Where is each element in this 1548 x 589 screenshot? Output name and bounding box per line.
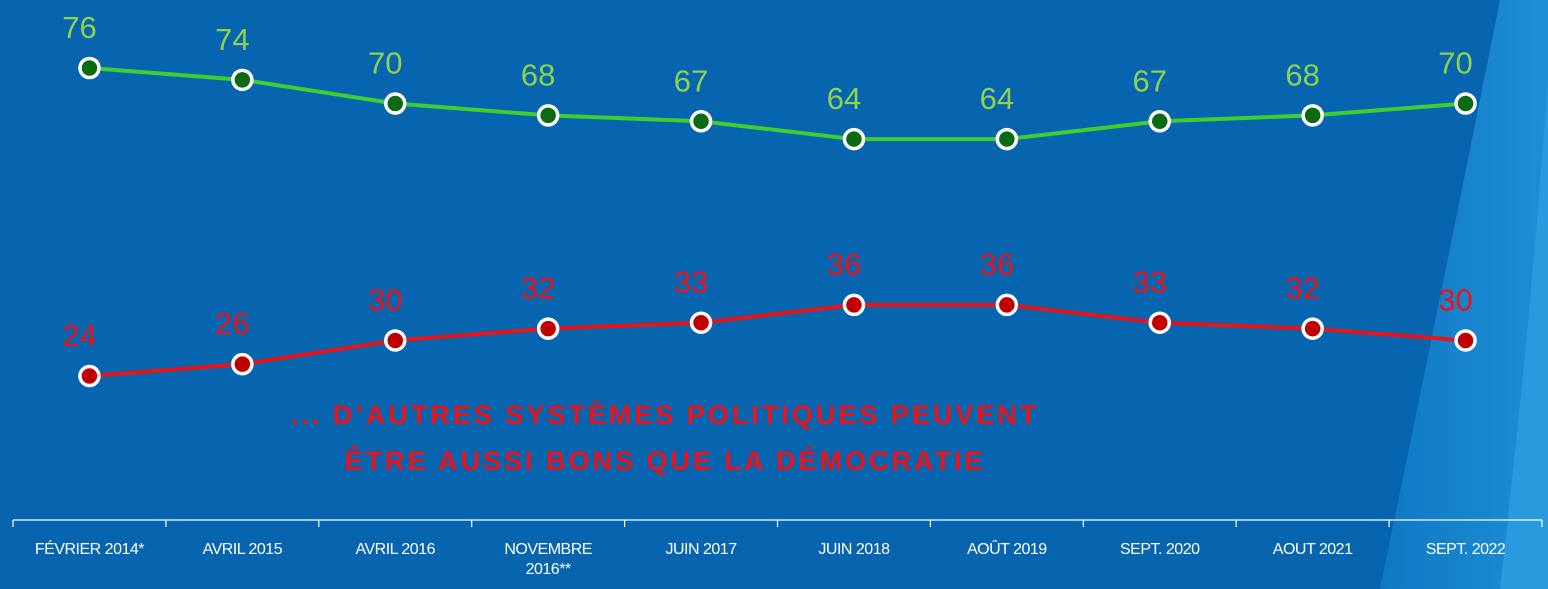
data-point xyxy=(1148,110,1171,133)
data-label: 67 xyxy=(1133,63,1167,98)
data-label: 26 xyxy=(215,306,249,341)
x-tick-label: AVRIL 2016 xyxy=(355,541,436,558)
data-point xyxy=(995,127,1019,151)
data-label: 76 xyxy=(62,10,96,45)
data-point xyxy=(1454,92,1477,115)
background-swoosh xyxy=(1500,80,1548,589)
data-point xyxy=(1454,329,1477,352)
data-label: 36 xyxy=(827,247,861,282)
data-label: 36 xyxy=(980,247,1014,282)
data-point xyxy=(842,293,866,317)
data-point xyxy=(1301,104,1324,127)
x-tick-label: SEPT. 2020 xyxy=(1120,541,1200,558)
data-point xyxy=(995,293,1019,317)
x-tick-label: AOÛT 2019 xyxy=(966,541,1047,558)
data-label: 67 xyxy=(674,63,708,98)
data-label: 32 xyxy=(1285,271,1319,306)
x-tick-label: SEPT. 2022 xyxy=(1425,541,1506,558)
data-label: 64 xyxy=(980,81,1014,116)
data-label: 68 xyxy=(1285,57,1319,92)
data-point xyxy=(78,56,101,80)
data-label: 30 xyxy=(1438,282,1472,317)
data-point xyxy=(231,352,254,376)
data-point xyxy=(1301,317,1324,340)
data-point xyxy=(1148,311,1171,334)
data-point xyxy=(384,329,407,352)
series-line xyxy=(89,302,1466,378)
data-point xyxy=(384,92,407,115)
data-label: 64 xyxy=(827,81,861,116)
x-tick-label: FÉVRIER 2014* xyxy=(34,541,145,558)
data-point xyxy=(536,317,560,340)
data-label: 24 xyxy=(62,318,96,353)
x-tick-label: JUIN 2017 xyxy=(665,541,738,558)
x-tick-label: AOUT 2021 xyxy=(1272,541,1353,558)
x-tick-label: AVRIL 2015 xyxy=(202,541,283,558)
data-point xyxy=(78,364,101,388)
x-tick-label: JUIN 2018 xyxy=(818,541,890,558)
data-label: 33 xyxy=(1133,265,1167,300)
series-line xyxy=(89,66,1466,142)
data-label: 32 xyxy=(521,271,555,306)
data-label: 70 xyxy=(368,46,402,81)
data-label: 74 xyxy=(215,22,249,57)
data-label: 68 xyxy=(521,57,555,92)
x-tick-label: NOVEMBRE 2016** xyxy=(504,541,592,578)
data-label: 30 xyxy=(368,282,402,317)
background-swoosh xyxy=(1380,0,1548,589)
data-label: 33 xyxy=(674,265,708,300)
data-point xyxy=(842,127,866,151)
data-point xyxy=(689,311,713,334)
data-point xyxy=(536,104,560,127)
annotation: ... D’AUTRES SYSTÈMES POLITIQUES PEUVENT… xyxy=(290,400,1040,476)
data-point xyxy=(689,110,713,133)
data-label: 70 xyxy=(1438,46,1472,81)
data-point xyxy=(231,68,254,92)
